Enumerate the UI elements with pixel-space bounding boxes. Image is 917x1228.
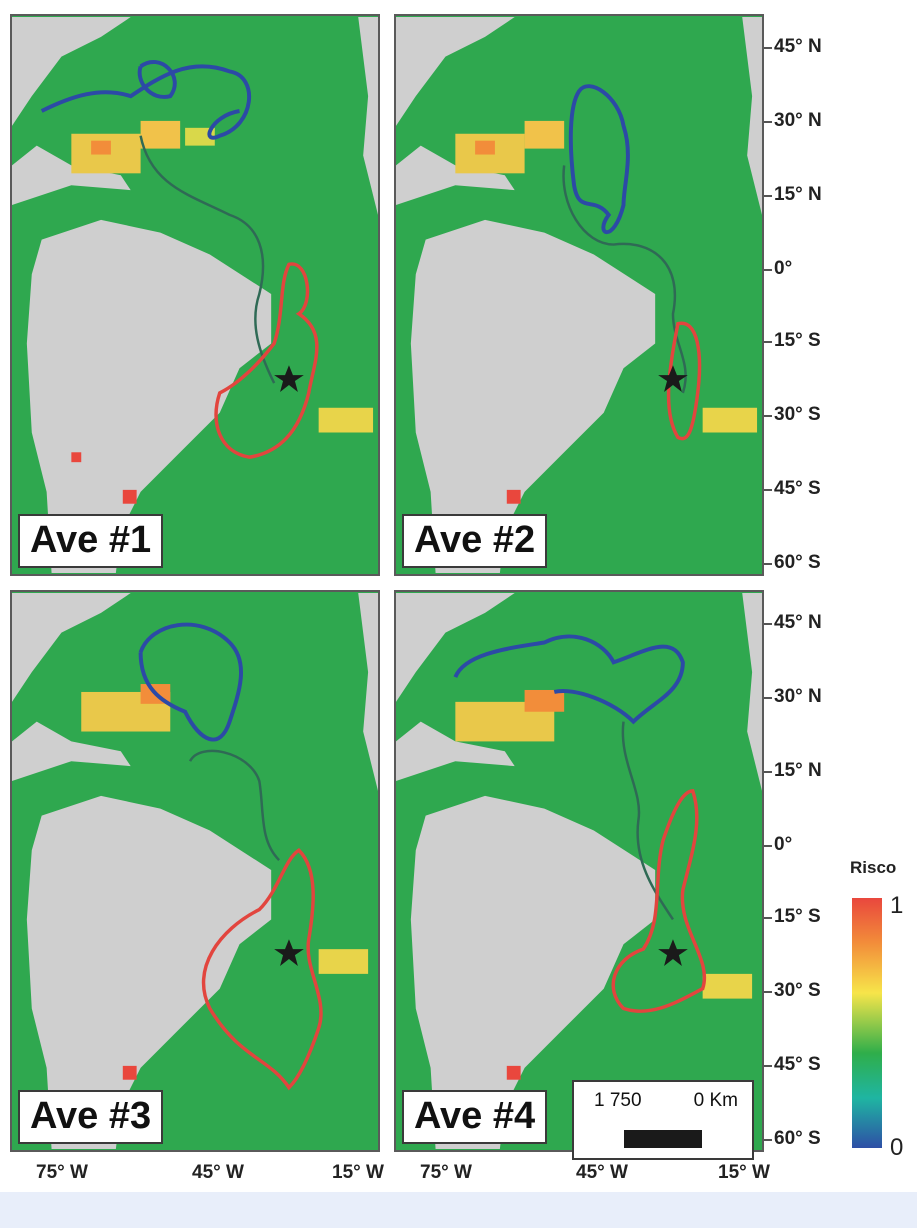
scale-bar-right-label: 0 Km (693, 1090, 738, 1111)
panel-label: Ave #1 (18, 514, 164, 568)
lat-tick: 30° S (764, 404, 821, 425)
africa-europe-land (742, 17, 762, 215)
lon-tick: 45° W (576, 1162, 628, 1183)
lat-tick: 0° (763, 834, 793, 855)
lat-tick: 45° S (764, 478, 821, 499)
track-north (138, 622, 243, 742)
north-america-land (396, 17, 515, 126)
legend-max-label: 1 (890, 892, 904, 919)
risk-hotspots (81, 684, 369, 1080)
track-transit (139, 135, 276, 384)
lon-tick: 75° W (36, 1162, 88, 1183)
lat-tick: 45° N (764, 36, 822, 57)
map-canvas-2 (396, 17, 762, 573)
africa-europe-land (358, 593, 378, 791)
lat-tick: 60° S (764, 1128, 821, 1149)
scale-bar-left-label: 1 750 (594, 1090, 642, 1111)
map-canvas-1 (12, 17, 378, 573)
panel-label: Ave #3 (18, 1090, 164, 1144)
map-panel-3: Ave #3 (10, 590, 380, 1152)
risk-hotspots (71, 120, 374, 504)
legend-title: Risco (850, 858, 897, 877)
legend-colorbar (852, 898, 882, 1148)
north-america-land (12, 721, 131, 781)
lat-tick: 15° N (764, 184, 822, 205)
legend-min-label: 0 (890, 1134, 904, 1161)
lon-tick: 75° W (420, 1162, 472, 1183)
lat-tick: 45° N (764, 612, 822, 633)
lat-tick: 30° S (764, 980, 821, 1001)
track-south (214, 262, 319, 459)
lat-tick: 45° S (764, 1054, 821, 1075)
star-icon (658, 939, 688, 966)
south-america-land (410, 219, 656, 573)
north-america-land (12, 145, 131, 205)
track-south (201, 847, 323, 1091)
map-canvas-4 (396, 593, 762, 1149)
south-america-land (26, 219, 272, 573)
lat-tick: 60° S (764, 552, 821, 573)
track-north (453, 634, 685, 725)
lat-tick: 30° N (764, 110, 822, 131)
north-america-land (12, 17, 131, 126)
track-transit (562, 165, 687, 394)
footer-band (0, 1192, 917, 1228)
lat-tick: 30° N (764, 686, 822, 707)
map-canvas-3 (12, 593, 378, 1149)
map-panel-2: Ave #2 (394, 14, 764, 576)
lat-tick: 15° S (764, 906, 821, 927)
lat-tick: 0° (763, 258, 793, 279)
lat-tick: 15° S (764, 330, 821, 351)
south-america-land (410, 795, 656, 1149)
lon-tick: 45° W (192, 1162, 244, 1183)
scale-bar: 1 750 0 Km (572, 1080, 754, 1160)
panel-label: Ave #4 (402, 1090, 548, 1144)
star-icon (274, 939, 304, 966)
scale-bar-graphic (624, 1130, 702, 1148)
lat-tick: 15° N (764, 760, 822, 781)
lon-tick: 15° W (332, 1162, 384, 1183)
north-america-land (396, 593, 515, 702)
track-north (40, 60, 252, 140)
africa-europe-land (742, 593, 762, 791)
north-america-land (12, 593, 131, 702)
risk-hotspots (455, 689, 753, 1080)
south-america-land (26, 795, 272, 1149)
map-panel-4: Ave #4 (394, 590, 764, 1152)
map-panel-1: Ave #1 (10, 14, 380, 576)
north-america-land (396, 721, 515, 781)
panel-label: Ave #2 (402, 514, 548, 568)
risk-hotspots (455, 120, 758, 504)
star-icon (274, 365, 304, 392)
lon-tick: 15° W (718, 1162, 770, 1183)
africa-europe-land (358, 17, 378, 215)
track-south (611, 789, 707, 1013)
north-america-land (396, 145, 515, 205)
track-transit (188, 749, 280, 861)
track-north (568, 84, 630, 235)
star-icon (658, 365, 688, 392)
